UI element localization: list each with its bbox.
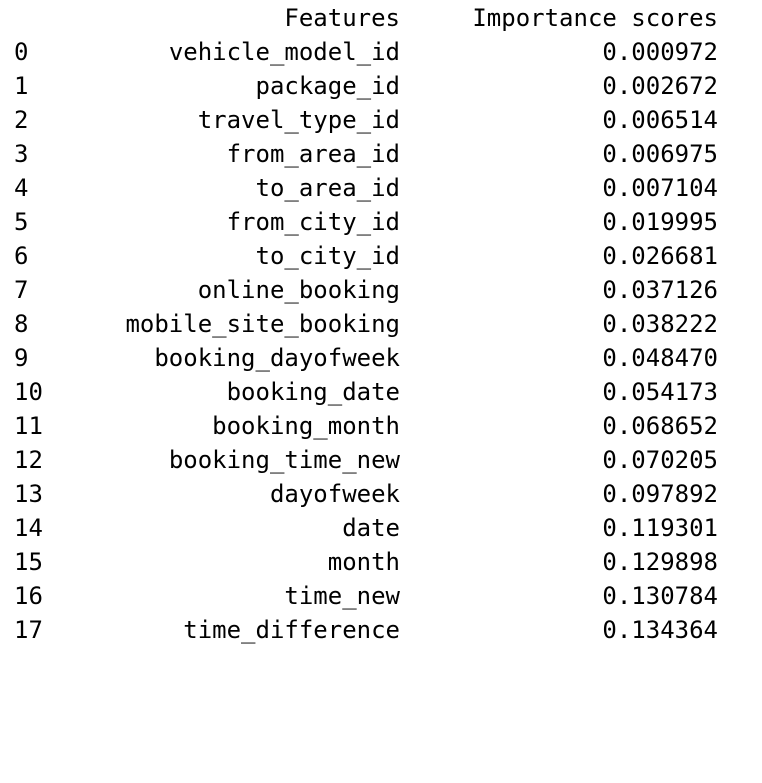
table-row: 7 online_booking 0.037126 (0, 273, 762, 307)
table-row: 8 mobile_site_booking 0.038222 (0, 307, 762, 341)
table-row: 17 time_difference 0.134364 (0, 613, 762, 647)
row-index: 11 (14, 412, 43, 440)
feature-name: time_difference (183, 616, 400, 644)
row-index: 17 (14, 616, 43, 644)
table-row: 14 date 0.119301 (0, 511, 762, 545)
importance-score: 0.068652 (602, 412, 718, 440)
importance-score: 0.129898 (602, 548, 718, 576)
column-header-features: Features (284, 4, 400, 32)
feature-name: booking_date (226, 378, 400, 406)
table-row: 0 vehicle_model_id 0.000972 (0, 35, 762, 69)
row-index: 2 (14, 106, 29, 134)
row-index: 15 (14, 548, 43, 576)
feature-name: date (342, 514, 400, 542)
table-row: 2 travel_type_id 0.006514 (0, 103, 762, 137)
feature-name: dayofweek (269, 480, 400, 508)
feature-name: month (327, 548, 400, 576)
feature-name: package_id (255, 72, 401, 100)
row-index: 16 (14, 582, 43, 610)
row-index: 9 (14, 344, 29, 372)
row-index: 1 (14, 72, 29, 100)
table-row: 13 dayofweek 0.097892 (0, 477, 762, 511)
importance-score: 0.134364 (602, 616, 718, 644)
importance-score: 0.000972 (602, 38, 718, 66)
feature-name: booking_time_new (168, 446, 400, 474)
table-row: 9 booking_dayofweek 0.048470 (0, 341, 762, 375)
row-index: 5 (14, 208, 29, 236)
dataframe-output: Features Importance scores 0 vehicle_mod… (0, 1, 762, 647)
row-index: 6 (14, 242, 29, 270)
row-index: 10 (14, 378, 43, 406)
feature-name: online_booking (197, 276, 400, 304)
feature-name: to_city_id (255, 242, 401, 270)
row-index: 4 (14, 174, 29, 202)
importance-score: 0.054173 (602, 378, 718, 406)
feature-name: travel_type_id (197, 106, 400, 134)
table-row: 4 to_area_id 0.007104 (0, 171, 762, 205)
feature-name: from_area_id (226, 140, 400, 168)
importance-score: 0.019995 (602, 208, 718, 236)
importance-score: 0.026681 (602, 242, 718, 270)
row-index: 13 (14, 480, 43, 508)
importance-score: 0.070205 (602, 446, 718, 474)
feature-name: mobile_site_booking (125, 310, 400, 338)
importance-score: 0.038222 (602, 310, 718, 338)
importance-score: 0.119301 (602, 514, 718, 542)
table-row: 16 time_new 0.130784 (0, 579, 762, 613)
row-index: 8 (14, 310, 29, 338)
feature-name: to_area_id (255, 174, 401, 202)
feature-name: time_new (284, 582, 400, 610)
table-row: 15 month 0.129898 (0, 545, 762, 579)
row-index: 14 (14, 514, 43, 542)
importance-score: 0.002672 (602, 72, 718, 100)
row-index: 7 (14, 276, 29, 304)
column-header-importance-scores: Importance scores (472, 4, 718, 32)
table-row: 5 from_city_id 0.019995 (0, 205, 762, 239)
row-index: 12 (14, 446, 43, 474)
feature-name: vehicle_model_id (168, 38, 400, 66)
table-row: 10 booking_date 0.054173 (0, 375, 762, 409)
importance-score: 0.048470 (602, 344, 718, 372)
importance-score: 0.130784 (602, 582, 718, 610)
table-row: 12 booking_time_new 0.070205 (0, 443, 762, 477)
importance-score: 0.007104 (602, 174, 718, 202)
feature-name: from_city_id (226, 208, 400, 236)
row-index: 3 (14, 140, 29, 168)
importance-score: 0.037126 (602, 276, 718, 304)
importance-score: 0.097892 (602, 480, 718, 508)
table-row: 6 to_city_id 0.026681 (0, 239, 762, 273)
table-row: 1 package_id 0.002672 (0, 69, 762, 103)
feature-name: booking_dayofweek (154, 344, 400, 372)
table-row: 11 booking_month 0.068652 (0, 409, 762, 443)
feature-name: booking_month (212, 412, 400, 440)
importance-score: 0.006514 (602, 106, 718, 134)
table-row: 3 from_area_id 0.006975 (0, 137, 762, 171)
row-index: 0 (14, 38, 29, 66)
table-header: Features Importance scores (0, 1, 762, 35)
importance-score: 0.006975 (602, 140, 718, 168)
